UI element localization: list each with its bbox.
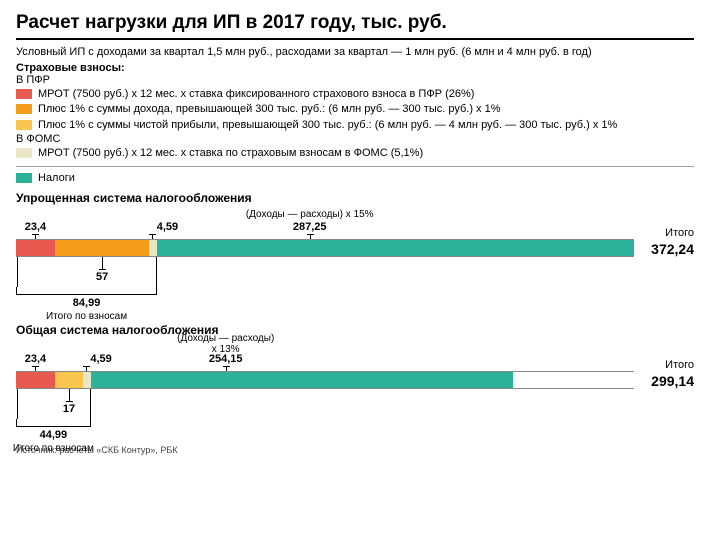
bracket-sublabel: Итого по взносам (46, 311, 127, 322)
legend-item-3: Плюс 1% с суммы чистой прибыли, превышаю… (16, 118, 694, 132)
segment-value: 17 (63, 403, 75, 415)
bar-segment (149, 240, 157, 256)
legend-text: МРОТ (7500 руб.) х 12 мес. х ставка по с… (38, 146, 423, 160)
bar-segment (83, 372, 91, 388)
swatch-foms (16, 148, 32, 158)
tick (17, 389, 18, 419)
bar-segment (157, 240, 634, 256)
legend-item-5: Налоги (16, 171, 694, 185)
chart-2-total-label: Итого (665, 359, 694, 371)
source-text: Источник: расчеты «СКБ Контур», РБК (16, 445, 694, 455)
legend-item-4: МРОТ (7500 руб.) х 12 мес. х ставка по с… (16, 146, 694, 160)
swatch-pfr-mrot (16, 89, 32, 99)
bracket (16, 419, 91, 427)
chart-2: Общая система налогообложения Итого 299,… (16, 323, 694, 439)
legend-sub-pfr: В ПФР (16, 74, 694, 86)
tick (17, 257, 18, 287)
bracket (16, 287, 157, 295)
chart-1-title: Упрощенная система налогообложения (16, 191, 694, 205)
legend-text: Плюс 1% с суммы чистой прибыли, превышаю… (38, 118, 617, 132)
bar-segment (91, 372, 513, 388)
chart-1-bar (16, 239, 634, 257)
swatch-taxes (16, 173, 32, 183)
bar-segment (16, 240, 55, 256)
tick (86, 367, 87, 371)
chart-1-area: Итого 372,24 23,4 57 4,59 287,25(Доходы — р… (16, 207, 694, 317)
legend-text: Налоги (38, 171, 75, 185)
legend-item-2: Плюс 1% с суммы дохода, превышающей 300 … (16, 102, 694, 116)
chart-2-total-value: 299,14 (651, 373, 694, 389)
tick (310, 235, 311, 239)
tick (35, 235, 36, 239)
divider (16, 166, 694, 167)
bracket-value: 44,99 (40, 429, 68, 441)
legend-sub-foms: В ФОМС (16, 133, 694, 145)
tick (90, 389, 91, 419)
tick (226, 367, 227, 371)
chart-2-area: Итого 299,14 23,4174,59254,15(Доходы — р… (16, 339, 694, 439)
chart-2-title: Общая система налогообложения (16, 323, 694, 337)
segment-value: 4,59 (157, 221, 178, 233)
tick (152, 235, 153, 239)
formula: (Доходы — расходы)х 13% (177, 333, 274, 355)
segment-value: 4,59 (90, 353, 111, 365)
formula: (Доходы — расходы) х 15% (246, 209, 374, 220)
chart-1: Упрощенная система налогообложения Итого… (16, 191, 694, 317)
segment-value: 23,4 (25, 221, 46, 233)
bracket-value: 84,99 (73, 297, 101, 309)
tick (69, 389, 70, 401)
chart-2-bar (16, 371, 634, 389)
legend-item-1: МРОТ (7500 руб.) х 12 мес. х ставка фикс… (16, 87, 694, 101)
chart-1-total-label: Итого (665, 227, 694, 239)
tick (102, 257, 103, 269)
segment-value: 57 (96, 271, 108, 283)
swatch-pfr-1pct-profit (16, 120, 32, 130)
bar-segment (55, 240, 150, 256)
legend-text: Плюс 1% с суммы дохода, превышающей 300 … (38, 102, 501, 116)
legend-text: МРОТ (7500 руб.) х 12 мес. х ставка фикс… (38, 87, 474, 101)
bar-segment (55, 372, 83, 388)
tick (35, 367, 36, 371)
segment-value: 287,25 (293, 221, 327, 233)
bracket-sublabel: Итого по взносам (13, 443, 94, 454)
chart-1-total-value: 372,24 (651, 241, 694, 257)
tick (156, 257, 157, 287)
page-title: Расчет нагрузки для ИП в 2017 году, тыс.… (16, 12, 694, 40)
segment-value: 23,4 (25, 353, 46, 365)
swatch-pfr-1pct-income (16, 104, 32, 114)
subtitle: Условный ИП с доходами за квартал 1,5 мл… (16, 46, 694, 58)
bar-segment (16, 372, 55, 388)
legend-header: Страховые взносы: (16, 62, 694, 74)
